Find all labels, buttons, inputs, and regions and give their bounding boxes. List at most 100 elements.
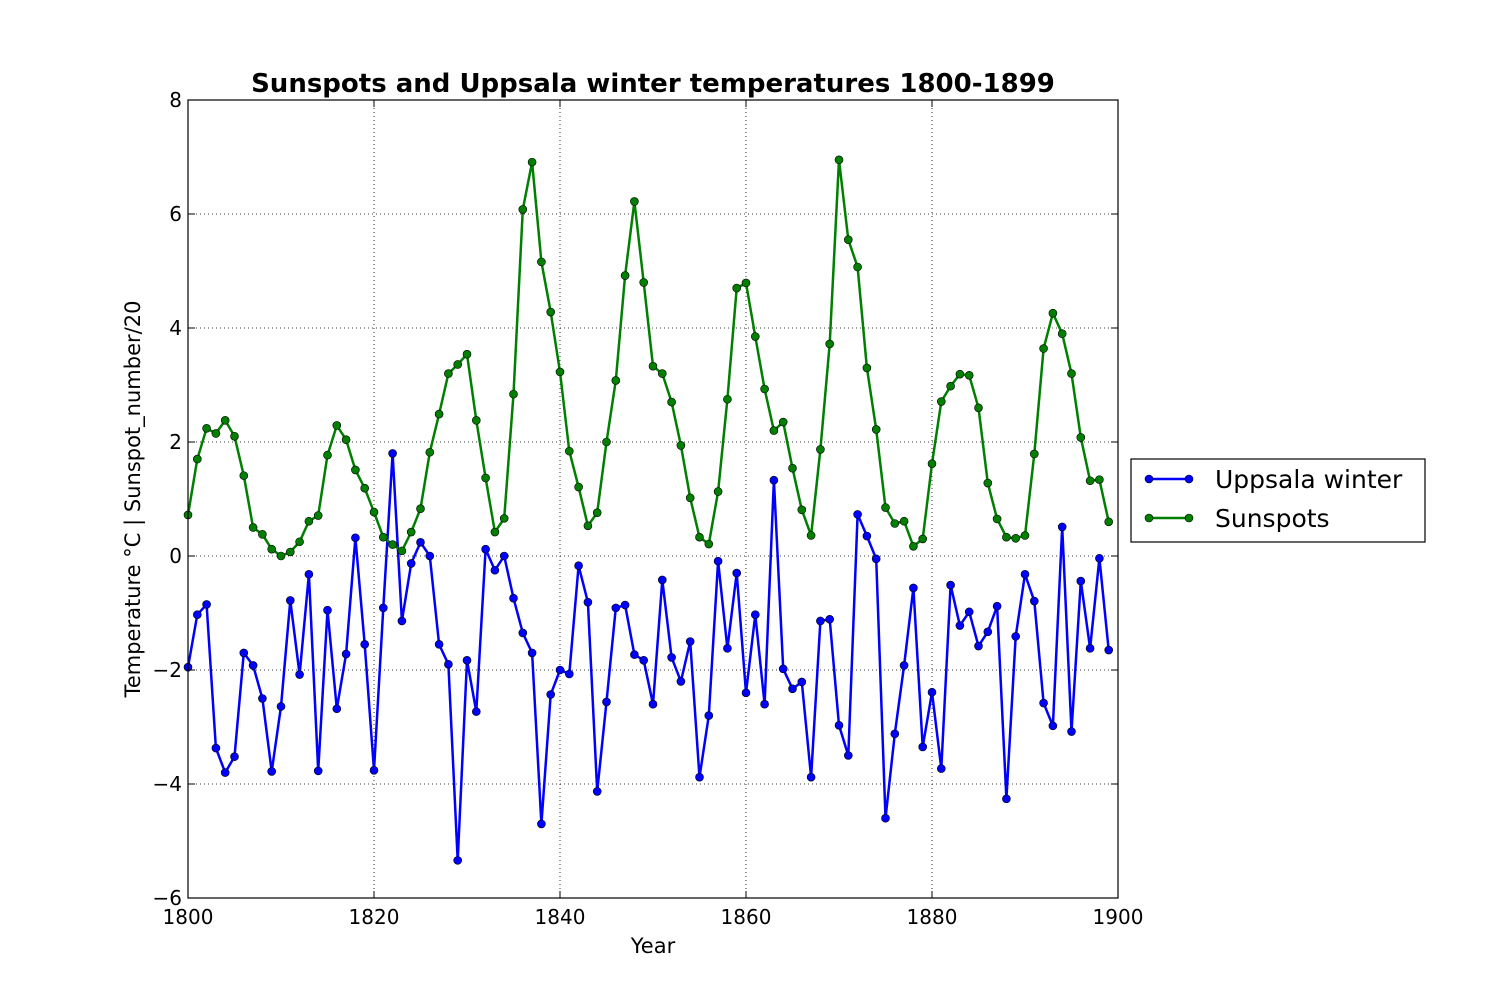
- data-point-uppsala-winter: [453, 856, 463, 865]
- data-point-uppsala-winter: [797, 677, 807, 687]
- chart-title: Sunspots and Uppsala winter temperatures…: [251, 69, 1055, 99]
- data-point-sunspots: [481, 473, 490, 483]
- data-point-sunspots: [927, 459, 937, 468]
- data-point-uppsala-winter: [778, 664, 788, 674]
- data-point-sunspots: [676, 441, 686, 450]
- data-point-sunspots: [592, 508, 602, 517]
- data-point-uppsala-winter: [527, 648, 537, 658]
- data-point-sunspots: [816, 445, 825, 454]
- x-axis-label: Year: [630, 934, 676, 958]
- data-point-sunspots: [1030, 449, 1039, 459]
- data-point-sunspots: [806, 531, 816, 540]
- data-point-uppsala-winter: [592, 787, 602, 796]
- data-point-sunspots: [369, 507, 379, 517]
- data-point-sunspots: [741, 278, 751, 288]
- data-point-sunspots: [509, 389, 518, 399]
- data-point-uppsala-winter: [611, 603, 621, 613]
- data-point-sunspots: [313, 511, 323, 520]
- data-point-uppsala-winter: [230, 752, 239, 761]
- y-axis-label: Temperature °C | Sunspot_number/20: [121, 301, 146, 699]
- data-point-uppsala-winter: [964, 607, 974, 617]
- data-point-uppsala-winter: [936, 764, 946, 773]
- data-point-uppsala-winter: [918, 742, 928, 752]
- data-point-sunspots: [723, 394, 732, 404]
- data-point-sunspots: [574, 482, 583, 492]
- data-point-sunspots: [1057, 329, 1067, 339]
- x-tick-label: 1840: [535, 905, 586, 929]
- legend-marker-sunspots: [1144, 513, 1154, 523]
- y-tick-label: 0: [169, 544, 182, 568]
- data-point-sunspots: [602, 437, 611, 447]
- data-point-uppsala-winter: [564, 669, 574, 679]
- series-line-uppsala-winter: [186, 452, 1110, 862]
- data-point-sunspots: [983, 478, 993, 488]
- data-point-sunspots: [909, 542, 918, 551]
- data-point-sunspots: [248, 523, 258, 532]
- data-point-uppsala-winter: [369, 766, 379, 775]
- data-point-uppsala-winter: [909, 583, 918, 593]
- data-point-sunspots: [444, 369, 453, 378]
- data-point-sunspots: [230, 431, 239, 441]
- y-tick-label: 6: [169, 202, 182, 226]
- data-point-sunspots: [341, 435, 351, 445]
- data-point-uppsala-winter: [862, 531, 872, 541]
- data-point-uppsala-winter: [825, 614, 835, 624]
- data-point-sunspots: [843, 235, 853, 244]
- data-point-sunspots: [1067, 369, 1076, 378]
- data-point-uppsala-winter: [490, 565, 500, 575]
- data-point-uppsala-winter: [1104, 645, 1113, 655]
- plot-area: [188, 100, 1118, 898]
- series-line-sunspots: [186, 158, 1110, 558]
- data-point-sunspots: [750, 332, 760, 341]
- x-tick-label: 1820: [349, 905, 400, 929]
- data-point-uppsala-winter: [416, 538, 425, 547]
- data-point-uppsala-winter: [871, 554, 881, 564]
- x-tick-labels: 1800 1820 1840 1860 1880 1900: [163, 905, 1144, 929]
- data-point-sunspots: [555, 367, 565, 377]
- y-tick-label: −4: [153, 772, 182, 796]
- data-point-sunspots: [295, 537, 304, 547]
- data-point-sunspots: [1048, 308, 1058, 318]
- data-point-uppsala-winter: [723, 644, 732, 653]
- data-point-uppsala-winter: [741, 688, 751, 698]
- data-point-sunspots: [1020, 531, 1030, 540]
- data-point-sunspots: [276, 551, 286, 561]
- data-point-sunspots: [1039, 344, 1048, 353]
- data-point-uppsala-winter: [1095, 553, 1104, 563]
- data-point-uppsala-winter: [211, 743, 221, 753]
- data-point-sunspots: [713, 487, 723, 496]
- data-point-uppsala-winter: [899, 661, 909, 670]
- data-point-sunspots: [416, 504, 425, 513]
- legend-label-uppsala-winter: Uppsala winter: [1215, 465, 1403, 494]
- data-point-uppsala-winter: [806, 772, 816, 782]
- x-tick-label: 1880: [907, 905, 958, 929]
- data-point-sunspots: [936, 397, 946, 406]
- data-point-uppsala-winter: [397, 616, 407, 626]
- x-tick-label: 1860: [721, 905, 772, 929]
- data-point-sunspots: [239, 471, 249, 480]
- data-point-sunspots: [992, 514, 1002, 524]
- data-point-sunspots: [304, 516, 314, 526]
- data-point-sunspots: [974, 403, 983, 413]
- data-point-sunspots: [825, 339, 835, 349]
- data-point-sunspots: [518, 205, 528, 214]
- data-point-sunspots: [267, 544, 277, 554]
- legend-label-sunspots: Sunspots: [1215, 504, 1330, 533]
- data-point-sunspots: [704, 539, 714, 549]
- data-point-sunspots: [834, 155, 844, 165]
- data-point-uppsala-winter: [769, 475, 779, 485]
- data-point-sunspots: [955, 369, 965, 379]
- data-point-uppsala-winter: [537, 819, 546, 829]
- data-point-sunspots: [425, 447, 435, 457]
- data-point-sunspots: [537, 257, 546, 267]
- data-point-uppsala-winter: [685, 637, 695, 646]
- data-point-sunspots: [499, 514, 509, 523]
- data-point-uppsala-winter: [1057, 522, 1067, 532]
- data-point-uppsala-winter: [648, 699, 658, 709]
- data-point-uppsala-winter: [351, 533, 360, 543]
- data-point-sunspots: [918, 534, 928, 544]
- data-point-uppsala-winter: [332, 704, 342, 714]
- data-point-uppsala-winter: [388, 449, 397, 458]
- data-point-sunspots: [769, 426, 779, 435]
- data-point-uppsala-winter: [1002, 794, 1011, 804]
